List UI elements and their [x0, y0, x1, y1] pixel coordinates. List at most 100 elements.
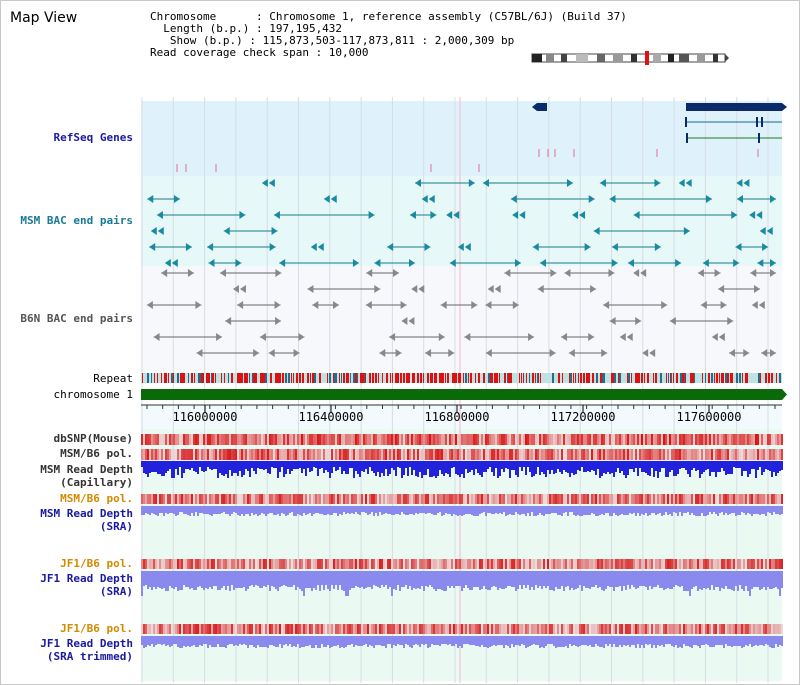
jf1-pol-sra-heat-cell — [167, 559, 169, 569]
jf1-pol-sra-heat-cell — [551, 559, 553, 569]
msm-pol-sra-heat-cell — [247, 494, 249, 504]
jf1-depth-trimmed-bar — [485, 636, 487, 647]
jf1-depth-trimmed-bar — [591, 636, 593, 647]
msm-pol-capillary-heat-cell — [419, 449, 421, 460]
jf1-depth-trimmed-bar — [717, 636, 719, 645]
jf1-pol-sra-heat-cell — [359, 559, 361, 569]
jf1-pol-sra-heat-cell — [607, 559, 609, 569]
msm-pol-sra-heat-cell — [701, 494, 703, 504]
msm-pol-sra-heat-cell — [209, 494, 211, 504]
msm-depth-capillary-bar — [607, 461, 609, 472]
jf1-pol-sra-heat-cell — [333, 559, 335, 569]
jf1-depth-sra-bar — [457, 571, 459, 586]
msm-depth-sra-bar — [141, 506, 143, 515]
msm-depth-capillary-bar — [579, 461, 581, 471]
msm-pol-sra-heat-cell — [309, 494, 311, 504]
jf1-pol-trimmed-heat-cell — [273, 624, 275, 634]
ideogram-band — [653, 54, 661, 62]
jf1-depth-sra-bar — [743, 571, 745, 591]
jf1-depth-sra-bar — [445, 571, 447, 591]
msm-depth-capillary-bar — [403, 461, 405, 475]
jf1-depth-sra-bar — [751, 571, 753, 589]
jf1-depth-trimmed-bar — [247, 636, 249, 648]
repeat-element — [601, 373, 602, 383]
msm-pol-sra-heat-cell — [419, 494, 421, 504]
msm-pol-sra-heat-cell — [687, 494, 689, 504]
jf1-pol-sra-heat-cell — [683, 559, 685, 569]
bac-end-arrow — [409, 259, 416, 267]
repeat-element — [475, 373, 476, 383]
jf1-pol-sra-heat-cell — [451, 559, 453, 569]
axis-tick-label: 116400000 — [298, 410, 363, 424]
bac-end-arrow — [611, 243, 618, 251]
repeat-element — [504, 373, 506, 383]
msm-depth-sra-bar — [589, 506, 591, 515]
jf1-depth-sra-bar — [671, 571, 673, 589]
msm-pol-capillary-heat-cell — [755, 449, 757, 460]
jf1-depth-sra-bar — [195, 571, 197, 590]
repeat-element — [249, 373, 250, 383]
repeat-element — [252, 373, 253, 383]
jf1-depth-trimmed-bar — [541, 636, 543, 647]
jf1-pol-trimmed-heat-cell — [141, 624, 143, 634]
bac-end-arrow — [312, 301, 319, 309]
jf1-depth-sra-bar — [481, 571, 483, 589]
jf1-pol-sra-heat-cell — [673, 559, 675, 569]
bac-end-arrow — [239, 211, 246, 219]
dbsnp-heat-cell — [669, 434, 671, 445]
msm-depth-capillary-bar — [539, 461, 541, 475]
msm-pol-capillary-heat-cell — [515, 449, 517, 460]
msm-depth-sra-bar — [563, 506, 565, 513]
repeat-element — [562, 373, 563, 383]
msm-depth-sra-bar — [209, 506, 211, 515]
bac-end-arrow — [449, 259, 456, 267]
repeat-element — [246, 373, 248, 383]
jf1-pol-sra-heat-cell — [513, 559, 515, 569]
msm-depth-capillary-bar — [715, 461, 717, 477]
jf1-depth-trimmed-bar — [537, 636, 539, 645]
jf1-depth-trimmed-bar — [689, 636, 691, 647]
msm-depth-sra-bar — [357, 506, 359, 514]
bac-end-arrow — [649, 349, 656, 357]
msm-pol-capillary-heat-cell — [349, 449, 351, 460]
msm-pol-sra-heat-cell — [537, 494, 539, 504]
dbsnp-heat-cell — [681, 434, 683, 445]
jf1-pol-trimmed-heat-cell — [501, 624, 503, 634]
msm-depth-sra-bar — [431, 506, 433, 514]
dbsnp-heat-cell — [535, 434, 537, 445]
jf1-depth-sra-bar — [573, 571, 575, 590]
msm-pol-sra-heat-cell — [399, 494, 401, 504]
jf1-depth-sra-bar — [235, 571, 237, 588]
jf1-depth-sra-bar — [739, 571, 741, 585]
jf1-depth-trimmed-bar — [153, 636, 155, 647]
bac-end-arrow — [368, 211, 375, 219]
repeat-element — [586, 373, 588, 383]
msm-depth-sra-bar — [239, 506, 241, 516]
repeat-element — [529, 373, 530, 383]
msm-depth-capillary-bar — [397, 461, 399, 467]
jf1-pol-trimmed-heat-cell — [435, 624, 437, 634]
jf1-pol-sra-heat-cell — [517, 559, 519, 569]
repeat-element — [262, 373, 263, 383]
msm-pol-sra-heat-cell — [637, 494, 639, 504]
msm-pol-sra-heat-cell — [689, 494, 691, 504]
repeat-element — [375, 373, 377, 383]
msm-depth-sra-bar — [493, 506, 495, 514]
msm-pol-capillary-heat-cell — [423, 449, 425, 460]
jf1-pol-sra-heat-cell — [583, 559, 585, 569]
jf1-pol-trimmed-heat-cell — [655, 624, 657, 634]
jf1-depth-sra-bar — [403, 571, 405, 587]
jf1-pol-sra-heat-cell — [245, 559, 247, 569]
jf1-pol-sra-heat-cell — [261, 559, 263, 569]
msm-pol-capillary-heat-cell — [261, 449, 263, 460]
msm-pol-capillary-heat-cell — [155, 449, 157, 460]
jf1-depth-sra-bar — [659, 571, 661, 588]
jf1-pol-trimmed-heat-cell — [245, 624, 247, 634]
msm-depth-sra-bar — [597, 506, 599, 516]
dbsnp-heat-cell — [265, 434, 267, 445]
msm-pol-capillary-heat-cell — [567, 449, 569, 460]
jf1-depth-sra-bar — [771, 571, 773, 589]
bac-end-arrow — [156, 211, 163, 219]
jf1-depth-trimmed-bar — [671, 636, 673, 646]
